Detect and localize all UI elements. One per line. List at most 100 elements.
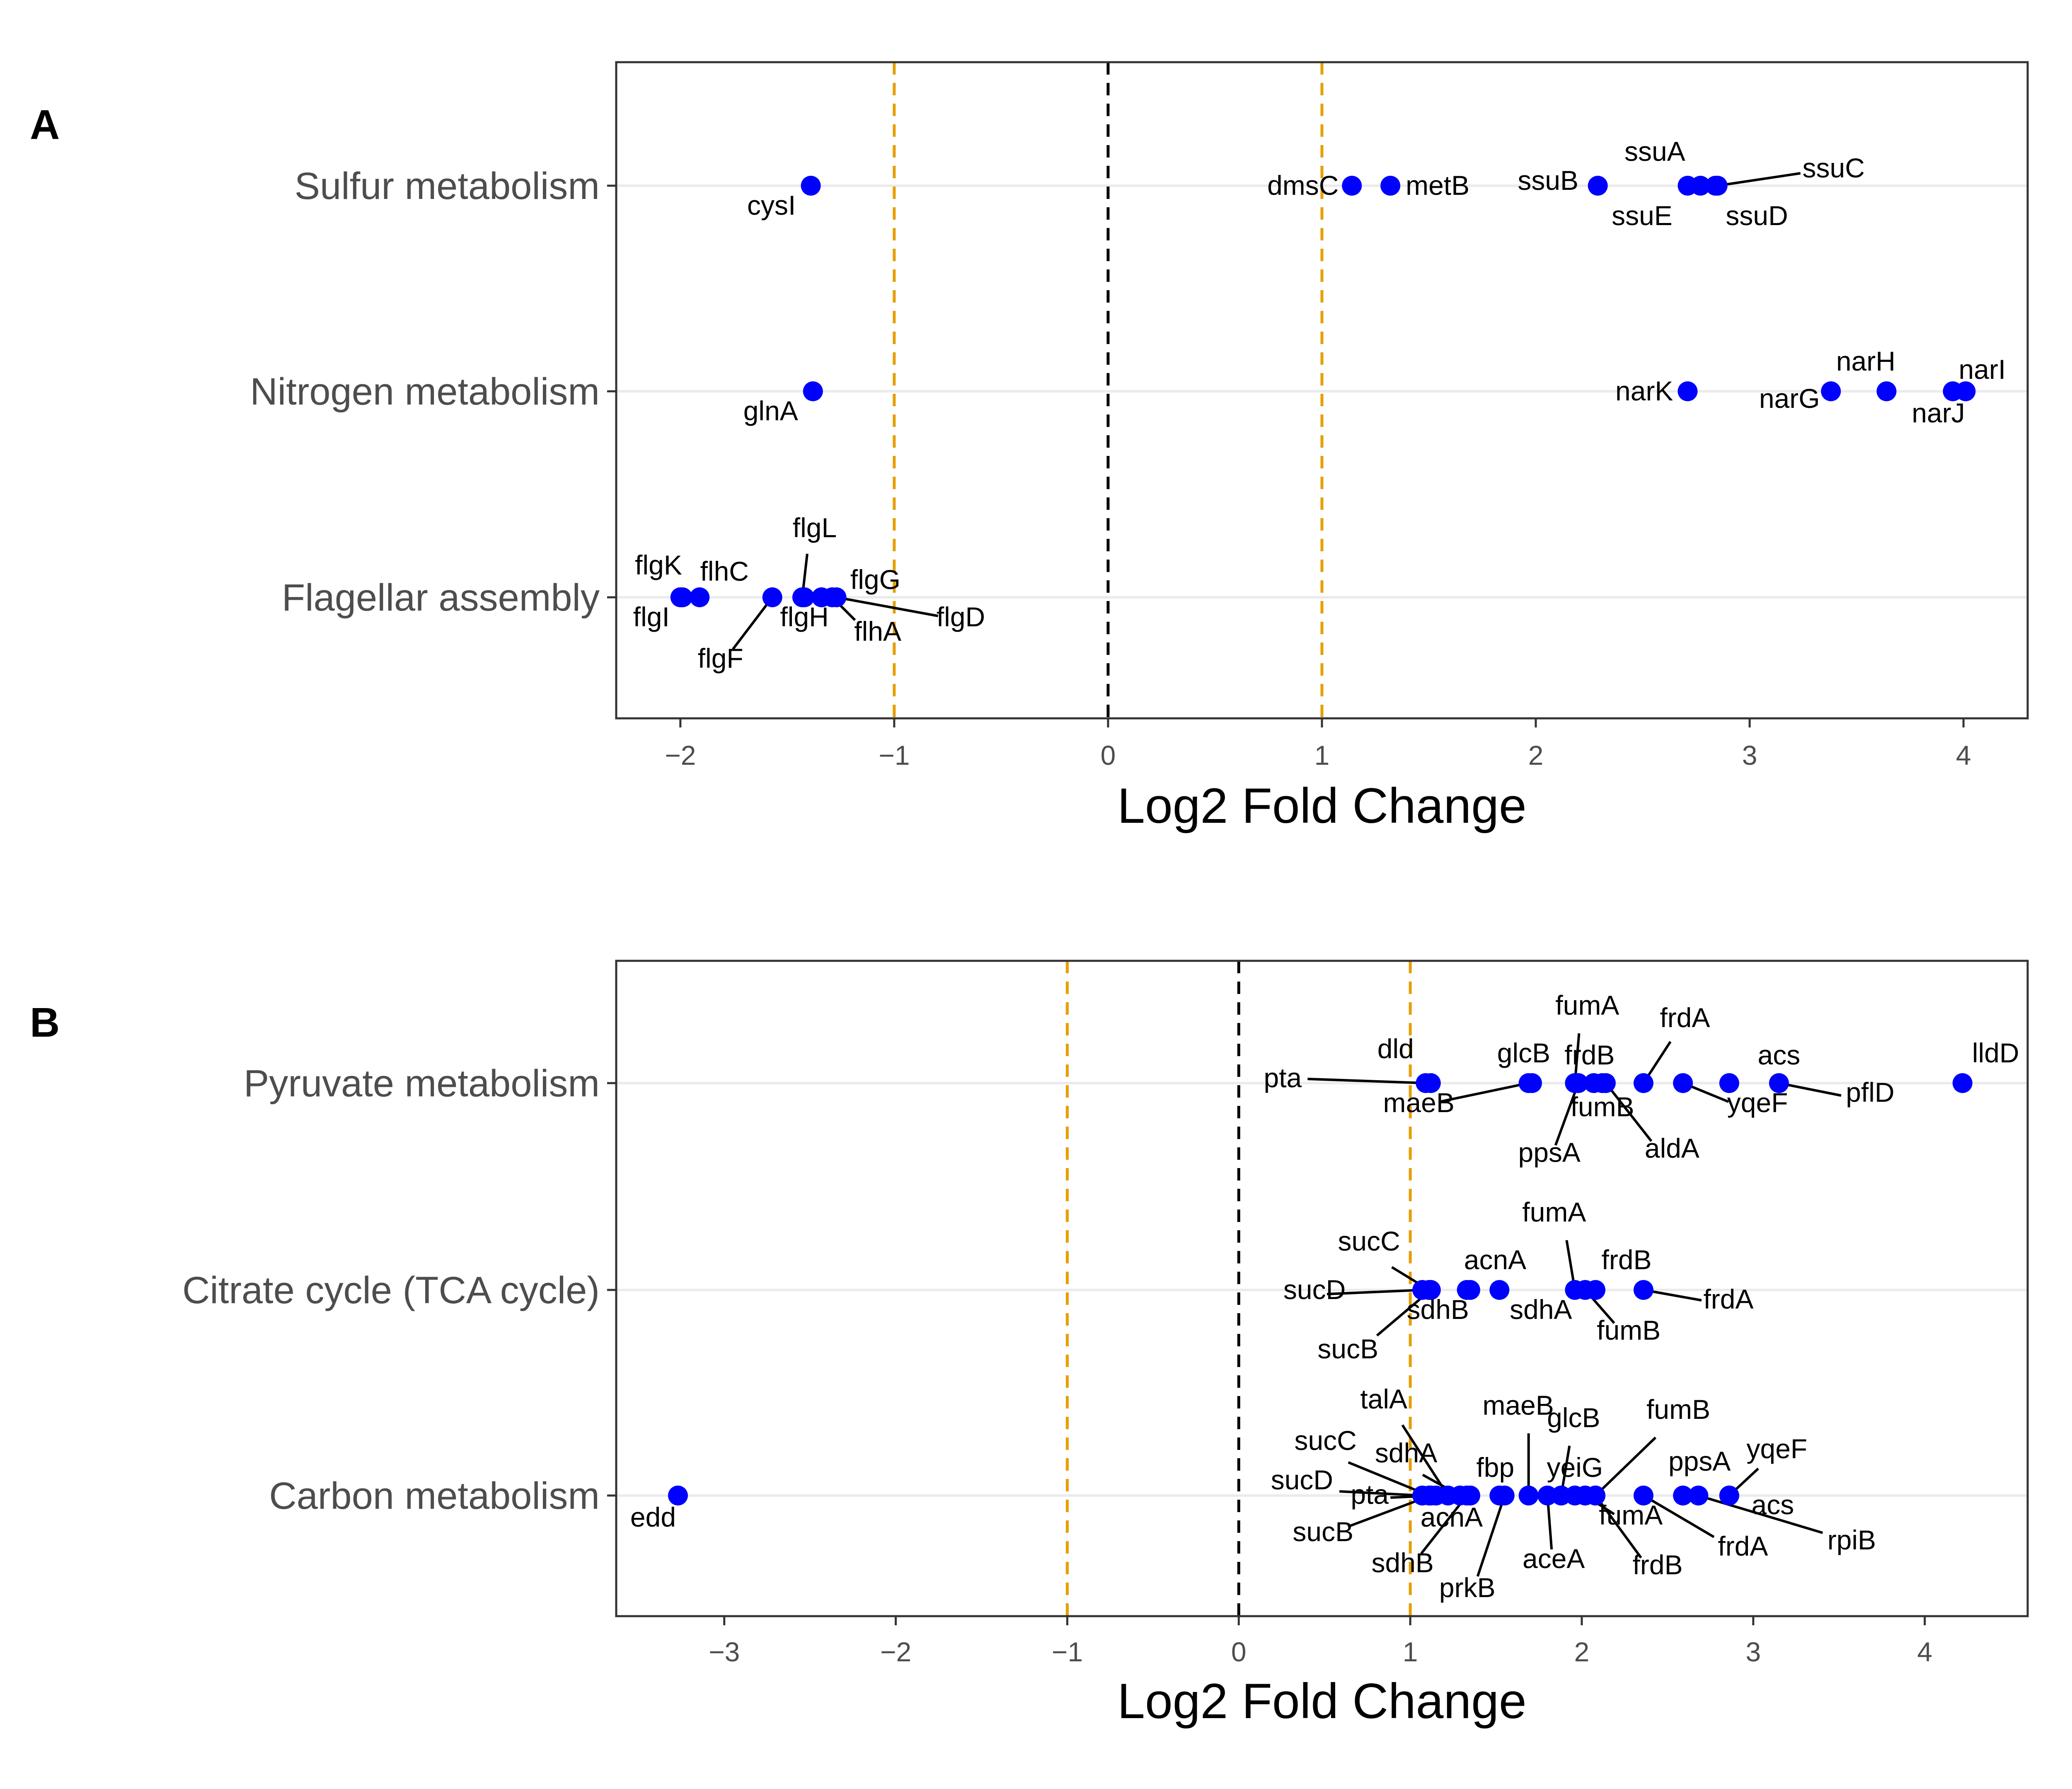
category-label: Citrate cycle (TCA cycle) (182, 1269, 600, 1311)
leader-line (1554, 1082, 1580, 1146)
data-point (1518, 1486, 1539, 1505)
x-tick-label: 0 (1231, 1636, 1247, 1667)
data-point (1821, 381, 1841, 401)
gene-label: sucB (1317, 1333, 1378, 1364)
gene-label: maeB (1383, 1087, 1454, 1118)
category-label: Sulfur metabolism (295, 165, 600, 207)
gene-label: narK (1615, 376, 1673, 406)
gene-label: glcB (1497, 1038, 1550, 1068)
category-label: Flagellar assembly (282, 577, 600, 619)
data-point (1460, 1280, 1480, 1300)
gene-label: flhA (854, 616, 901, 647)
data-point (762, 587, 782, 607)
gene-label: fumA (1522, 1197, 1586, 1227)
gene-label: acnA (1464, 1244, 1526, 1275)
gene-label: ssuA (1624, 136, 1685, 167)
gene-label: sucD (1283, 1274, 1346, 1305)
data-point (1588, 176, 1608, 196)
gene-label: cysI (747, 190, 796, 221)
gene-label: frdB (1564, 1040, 1615, 1070)
leader-line (1779, 1082, 1842, 1097)
gene-label: ssuE (1612, 200, 1673, 231)
leader-line (1698, 1494, 1823, 1534)
leader-line (1595, 1436, 1657, 1497)
data-point (1595, 1073, 1616, 1093)
plot-border (615, 960, 2029, 1617)
gene-label: sdhB (1406, 1294, 1469, 1325)
gene-label: lldD (1972, 1038, 2019, 1068)
data-point (1673, 1073, 1693, 1093)
data-point (1956, 381, 1976, 401)
data-point (801, 176, 821, 196)
data-point (1719, 1486, 1739, 1505)
leader-line (1605, 1082, 1653, 1142)
gene-label: frdA (1660, 1002, 1710, 1033)
panel-B: B Pyruvate metabolism Citrate cycle (TCA c… (30, 960, 2029, 1729)
plot-background (616, 961, 2028, 1616)
gene-label: sdhA (1375, 1438, 1437, 1468)
gene-label: sucD (1271, 1464, 1333, 1495)
data-point (1876, 381, 1897, 401)
gene-label: ppsA (1518, 1137, 1580, 1168)
x-tick-label: 1 (1314, 740, 1330, 771)
gene-label: ssuC (1803, 153, 1865, 183)
data-point (803, 381, 823, 401)
category-label: Pyruvate metabolism (244, 1062, 600, 1105)
gene-label: sucC (1294, 1425, 1356, 1456)
gene-label: edd (630, 1502, 676, 1532)
data-point (1707, 176, 1728, 196)
category-label: Carbon metabolism (269, 1475, 600, 1517)
data-point (1489, 1280, 1510, 1300)
gene-label: aceA (1523, 1543, 1585, 1574)
gene-label: pta (1351, 1479, 1389, 1510)
gene-label: flgD (937, 601, 985, 632)
leader-line (1594, 1495, 1642, 1559)
gene-label: fbp (1476, 1452, 1514, 1483)
gene-label: frdB (1602, 1244, 1652, 1275)
gene-label: acs (1758, 1040, 1801, 1070)
gene-label: frdB (1633, 1549, 1683, 1580)
leader-line (732, 596, 774, 650)
gene-label: glnA (743, 395, 798, 426)
gene-label: fumB (1646, 1394, 1710, 1425)
data-point (1568, 1073, 1588, 1093)
gene-label: aldA (1645, 1133, 1699, 1164)
x-tick-label: 3 (1742, 740, 1757, 771)
gene-label: metB (1406, 170, 1469, 201)
gene-label: dmsC (1267, 170, 1339, 201)
x-tick-label: −3 (709, 1636, 740, 1667)
gene-label: fumA (1599, 1500, 1663, 1530)
data-point (1769, 1073, 1789, 1093)
data-point (1633, 1073, 1653, 1093)
data-point (1551, 1486, 1571, 1505)
leader-line (1339, 1490, 1423, 1497)
gene-label: pflD (1846, 1077, 1894, 1108)
category-label: Nitrogen metabolism (250, 371, 600, 413)
data-point (1677, 381, 1698, 401)
gene-label: pta (1264, 1062, 1302, 1093)
data-point (668, 1486, 688, 1505)
gene-label: maeB (1482, 1390, 1554, 1421)
gene-label: dld (1377, 1033, 1414, 1064)
panel-A: A Sulfur metabolism Nitrogen metabolism Fla… (30, 61, 2029, 834)
gene-label: ssuB (1518, 165, 1578, 196)
x-tick-label: 4 (1917, 1636, 1932, 1667)
x-tick-label: −1 (1052, 1636, 1083, 1667)
data-point (1673, 1486, 1693, 1505)
gene-label: narH (1836, 346, 1895, 376)
gene-label: narI (1958, 354, 2006, 385)
data-point (1688, 1486, 1709, 1505)
data-point (1522, 1073, 1542, 1093)
leader-line (1717, 172, 1801, 187)
gene-label: sdhB (1371, 1547, 1433, 1578)
data-point (1585, 1280, 1606, 1300)
x-tick-label: 2 (1528, 740, 1544, 771)
data-point (690, 587, 710, 607)
leader-line (836, 596, 939, 617)
gene-label: acnA (1421, 1502, 1483, 1532)
x-tick-label: −1 (879, 740, 910, 771)
x-tick-label: 4 (1956, 740, 1971, 771)
gene-label: flhC (700, 556, 749, 587)
gene-label: yqeF (1747, 1433, 1808, 1464)
